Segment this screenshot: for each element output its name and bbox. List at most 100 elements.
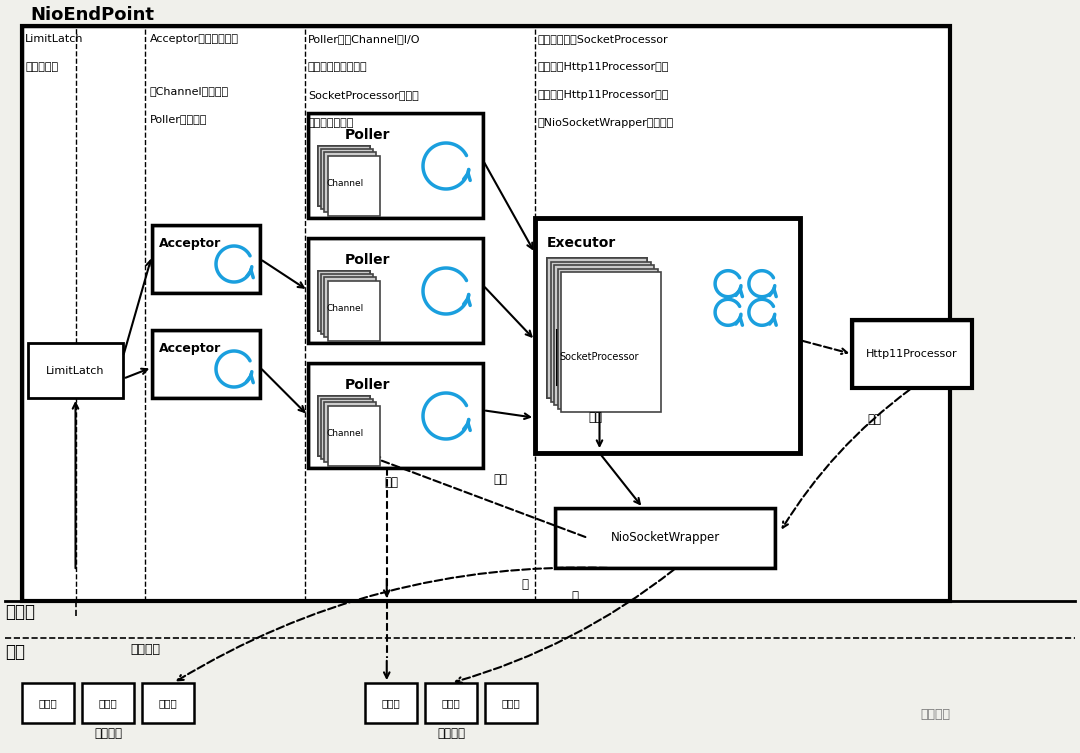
Text: 应用层: 应用层 — [5, 603, 35, 621]
Text: Channel: Channel — [326, 428, 364, 437]
Text: SocketProcessor任务类: SocketProcessor任务类 — [308, 90, 419, 100]
Bar — [535, 218, 800, 453]
Bar — [318, 396, 370, 456]
Text: 将Channel交给若干: 将Channel交给若干 — [150, 86, 229, 96]
Bar — [318, 396, 370, 456]
Bar — [308, 238, 483, 343]
Text: 读写: 读写 — [867, 413, 881, 426]
Bar — [557, 330, 642, 385]
Text: 持有: 持有 — [492, 473, 507, 486]
Bar — [327, 281, 379, 340]
Text: Channel: Channel — [326, 303, 364, 312]
Bar — [546, 258, 647, 398]
Bar — [365, 683, 417, 723]
Bar — [152, 225, 260, 293]
Bar — [562, 273, 661, 413]
Bar — [554, 265, 654, 405]
Bar — [318, 146, 370, 206]
Text: 过NioSocketWrapper读写数据: 过NioSocketWrapper读写数据 — [538, 118, 674, 128]
Text: 数据包: 数据包 — [442, 698, 460, 708]
Bar — [318, 271, 370, 331]
Bar — [546, 258, 647, 398]
Text: Poller: Poller — [346, 378, 391, 392]
Bar — [308, 363, 483, 468]
Bar — [551, 261, 650, 401]
Bar — [309, 114, 482, 217]
Text: Acceptor监听连接请求: Acceptor监听连接请求 — [150, 34, 239, 44]
Bar — [22, 26, 950, 601]
Text: 数据包: 数据包 — [501, 698, 521, 708]
Text: 时会调用Http11Processor去处: 时会调用Http11Processor去处 — [538, 62, 670, 72]
Bar — [82, 683, 134, 723]
Bar — [321, 274, 374, 334]
Text: 线程池在执行SocketProcessor: 线程池在执行SocketProcessor — [538, 34, 669, 44]
Text: 查询: 查询 — [384, 476, 399, 489]
Bar — [546, 258, 647, 398]
Text: Acceptor: Acceptor — [159, 342, 221, 355]
Bar — [308, 113, 483, 218]
Bar — [153, 226, 259, 292]
Bar — [153, 331, 259, 397]
Bar — [485, 683, 537, 723]
Text: 数据包: 数据包 — [159, 698, 177, 708]
Bar — [556, 509, 774, 567]
Text: 内核: 内核 — [5, 643, 25, 661]
Text: Poller中的一个: Poller中的一个 — [150, 114, 207, 124]
Bar — [309, 364, 482, 467]
Bar — [324, 402, 377, 462]
Bar — [321, 399, 374, 459]
Text: LimitLatch: LimitLatch — [46, 365, 105, 376]
Text: Poller: Poller — [346, 253, 391, 267]
Bar — [152, 330, 260, 398]
Bar — [426, 683, 477, 723]
Text: 持有: 持有 — [589, 411, 603, 424]
Text: 码哥字节: 码哥字节 — [920, 709, 950, 721]
Text: NioEndPoint: NioEndPoint — [30, 6, 154, 24]
Bar — [318, 271, 370, 331]
Text: 数据包: 数据包 — [39, 698, 57, 708]
Text: Poller: Poller — [346, 128, 391, 142]
Bar — [23, 27, 949, 600]
Bar — [546, 258, 647, 398]
Text: SocketProcessor: SocketProcessor — [559, 352, 639, 362]
Text: 读: 读 — [522, 578, 528, 591]
Text: Http11Processor: Http11Processor — [866, 349, 958, 359]
Text: Channel: Channel — [326, 178, 364, 187]
Text: LimitLatch: LimitLatch — [25, 34, 83, 44]
Bar — [318, 396, 370, 456]
Bar — [22, 683, 75, 723]
Text: Poller检测Channel的I/O: Poller检测Channel的I/O — [308, 34, 420, 44]
Text: NioSocketWrapper: NioSocketWrapper — [610, 532, 719, 544]
Text: 连接请求: 连接请求 — [130, 643, 160, 656]
Bar — [318, 396, 370, 456]
Bar — [852, 320, 972, 388]
Bar — [318, 146, 370, 206]
Bar — [557, 269, 658, 409]
Bar — [555, 508, 775, 568]
Bar — [318, 396, 370, 456]
Text: 接收队列: 接收队列 — [94, 727, 122, 740]
Bar — [318, 146, 370, 206]
Text: 理请求，Http11Processor会通: 理请求，Http11Processor会通 — [538, 90, 670, 100]
Bar — [327, 406, 379, 465]
Text: 数据包: 数据包 — [381, 698, 401, 708]
Bar — [853, 321, 971, 387]
Bar — [318, 271, 370, 331]
Bar — [141, 683, 194, 723]
Bar — [318, 271, 370, 331]
Bar — [546, 258, 647, 398]
Text: Acceptor: Acceptor — [159, 237, 221, 250]
Text: Executor: Executor — [546, 236, 617, 250]
Bar — [318, 146, 370, 206]
Bar — [536, 219, 799, 452]
Bar — [546, 258, 647, 398]
Text: 扔给线程池处理: 扔给线程池处理 — [308, 118, 354, 128]
Bar — [28, 343, 123, 398]
Bar — [324, 152, 377, 212]
Text: 事件，可读时，创建: 事件，可读时，创建 — [308, 62, 367, 72]
Bar — [321, 149, 374, 209]
Bar — [318, 271, 370, 331]
Text: 限制连接数: 限制连接数 — [25, 62, 58, 72]
Text: 写: 写 — [571, 590, 579, 603]
Bar — [324, 277, 377, 337]
